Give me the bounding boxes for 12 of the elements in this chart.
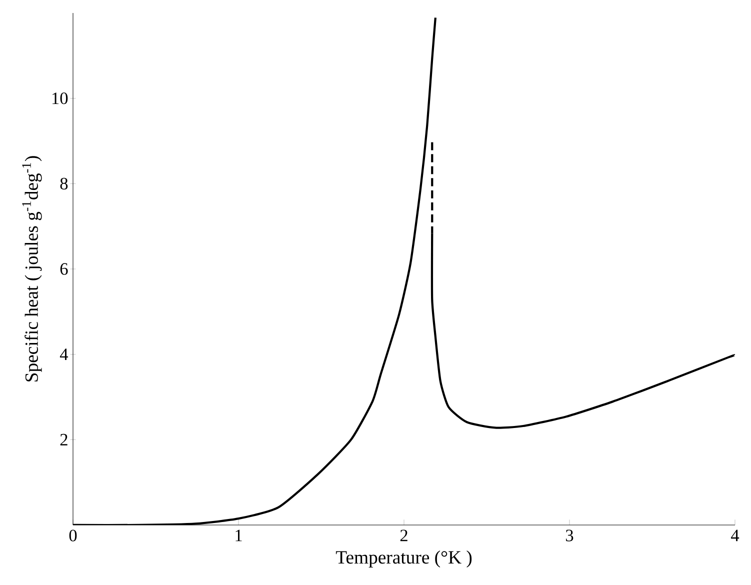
x-tick-label: 2 <box>400 530 408 542</box>
y-tick-label: 10 <box>52 92 68 104</box>
x-tick-label: 4 <box>730 530 740 542</box>
y-tick-label: 8 <box>60 178 68 190</box>
x-tick-label: 0 <box>69 530 77 542</box>
x-axis-title: Temperature (°K ) <box>336 550 472 568</box>
y-axis-title: Specific heat ( joules g$^{-1}$deg$^{-1}$) <box>22 156 42 382</box>
y-tick-label: 4 <box>60 348 68 360</box>
y-tick-label: 6 <box>60 263 68 275</box>
x-tick-label: 1 <box>236 530 242 542</box>
x-tick-label: 3 <box>566 530 574 542</box>
y-tick-label: 2 <box>60 434 68 446</box>
